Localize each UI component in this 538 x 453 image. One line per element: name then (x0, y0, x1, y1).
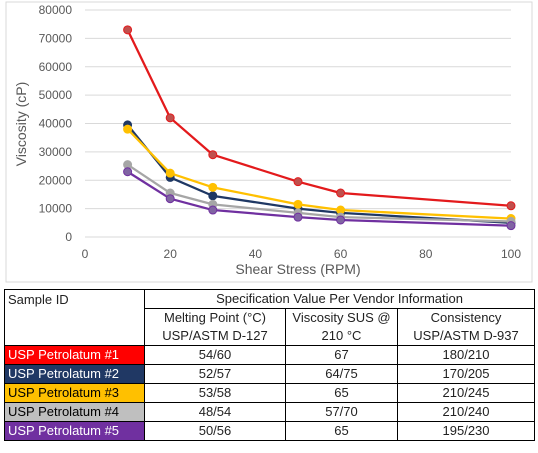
y-tick-label: 50000 (39, 88, 73, 102)
series-1-point (208, 150, 218, 160)
consistency-value: 180/210 (396, 345, 536, 365)
melting-point-value: 52/57 (144, 364, 286, 384)
series-3-point (293, 199, 303, 209)
viscosity-line-chart: 0100002000030000400005000060000700008000… (5, 1, 533, 283)
viscosity-value: 65 (285, 383, 398, 403)
series-5-point (208, 205, 218, 215)
viscosity-value: 57/70 (285, 402, 398, 422)
series-line-3 (126, 128, 512, 220)
consistency-value: 210/245 (396, 383, 536, 403)
sample-name: USP Petrolatum #5 (4, 421, 145, 441)
x-axis-title: Shear Stress (RPM) (235, 261, 360, 277)
consistency-value: 195/230 (396, 421, 536, 441)
y-tick-label: 0 (65, 230, 72, 244)
x-tick-label: 20 (164, 247, 178, 261)
series-5-point (165, 194, 175, 204)
consistency-subheader: USP/ASTM D-937 (396, 327, 536, 346)
series-2-point (208, 191, 218, 201)
series-5-point (336, 215, 346, 225)
y-tick-label: 70000 (39, 31, 73, 45)
col-subheader-row: USP/ASTM D-127 210 °C USP/ASTM D-937 (5, 327, 536, 346)
viscosity-value: 65 (285, 421, 398, 441)
table-header-row: Sample ID Specification Value Per Vendor… (4, 289, 536, 346)
melting-point-value: 48/54 (144, 402, 286, 422)
y-tick-label: 80000 (39, 3, 73, 17)
x-tick-label: 60 (334, 247, 348, 261)
table-row: USP Petrolatum #3 53/58 65 210/245 (4, 383, 536, 403)
x-tick-label: 0 (82, 247, 89, 261)
sample-id-header: Sample ID (4, 289, 145, 346)
series-5-point (123, 167, 133, 177)
viscosity-subheader: 210 °C (285, 327, 398, 346)
series-3-point (165, 168, 175, 178)
y-axis-ticks: 0 10000 20000 30000 40000 50000 60000 70000 8000… (39, 3, 73, 244)
viscosity-value: 64/75 (285, 364, 398, 384)
melting-point-value: 54/60 (144, 345, 286, 365)
series-1-point (165, 113, 175, 123)
y-tick-label: 20000 (39, 173, 73, 187)
consistency-value: 210/240 (396, 402, 536, 422)
series-line-1 (126, 29, 512, 207)
chart-gridlines (85, 9, 511, 238)
x-tick-label: 80 (419, 247, 433, 261)
viscosity-header: Viscosity SUS @ (285, 308, 398, 327)
melting-point-value: 53/58 (144, 383, 286, 403)
sample-name: USP Petrolatum #3 (4, 383, 145, 403)
x-axis-ticks: 0 20 40 60 80 100 (82, 247, 522, 261)
series-1-point (336, 188, 346, 198)
sample-name: USP Petrolatum #2 (4, 364, 145, 384)
y-tick-label: 10000 (39, 202, 73, 216)
series-1-point (123, 25, 133, 35)
series-line-5 (126, 170, 512, 227)
x-tick-label: 100 (501, 247, 521, 261)
table-row: USP Petrolatum #5 50/56 65 195/230 (4, 421, 536, 441)
spec-table: Sample ID Specification Value Per Vendor… (4, 289, 536, 441)
series-3-point (208, 182, 218, 192)
series-line-2 (126, 124, 512, 224)
series-5-point (506, 221, 516, 231)
melting-point-value: 50/56 (144, 421, 286, 441)
y-tick-label: 30000 (39, 145, 73, 159)
consistency-header: Consistency (396, 308, 536, 327)
col-header-row: Melting Point (°C) Viscosity SUS @ Consi… (5, 308, 536, 327)
series-1-point (293, 177, 303, 187)
table-row: USP Petrolatum #2 52/57 64/75 170/205 (4, 364, 536, 384)
chart-border (5, 1, 533, 283)
sample-name: USP Petrolatum #4 (4, 402, 145, 422)
viscosity-value: 67 (285, 345, 398, 365)
x-tick-label: 40 (249, 247, 263, 261)
chart-series (123, 25, 516, 231)
spec-header: Specification Value Per Vendor Informati… (143, 289, 536, 309)
series-3-point (123, 124, 133, 134)
series-line-4 (126, 163, 512, 223)
table-row: USP Petrolatum #4 48/54 57/70 210/240 (4, 402, 536, 422)
series-1-point (506, 201, 516, 211)
y-tick-label: 40000 (39, 117, 73, 131)
table-row: USP Petrolatum #1 54/60 67 180/210 (4, 345, 536, 365)
melting-point-header: Melting Point (°C) (144, 308, 286, 327)
consistency-value: 170/205 (396, 364, 536, 384)
y-axis-title: Viscosity (cP) (13, 82, 29, 167)
sample-name: USP Petrolatum #1 (4, 345, 145, 365)
melting-point-subheader: USP/ASTM D-127 (144, 327, 286, 346)
series-5-point (293, 212, 303, 222)
y-tick-label: 60000 (39, 60, 73, 74)
